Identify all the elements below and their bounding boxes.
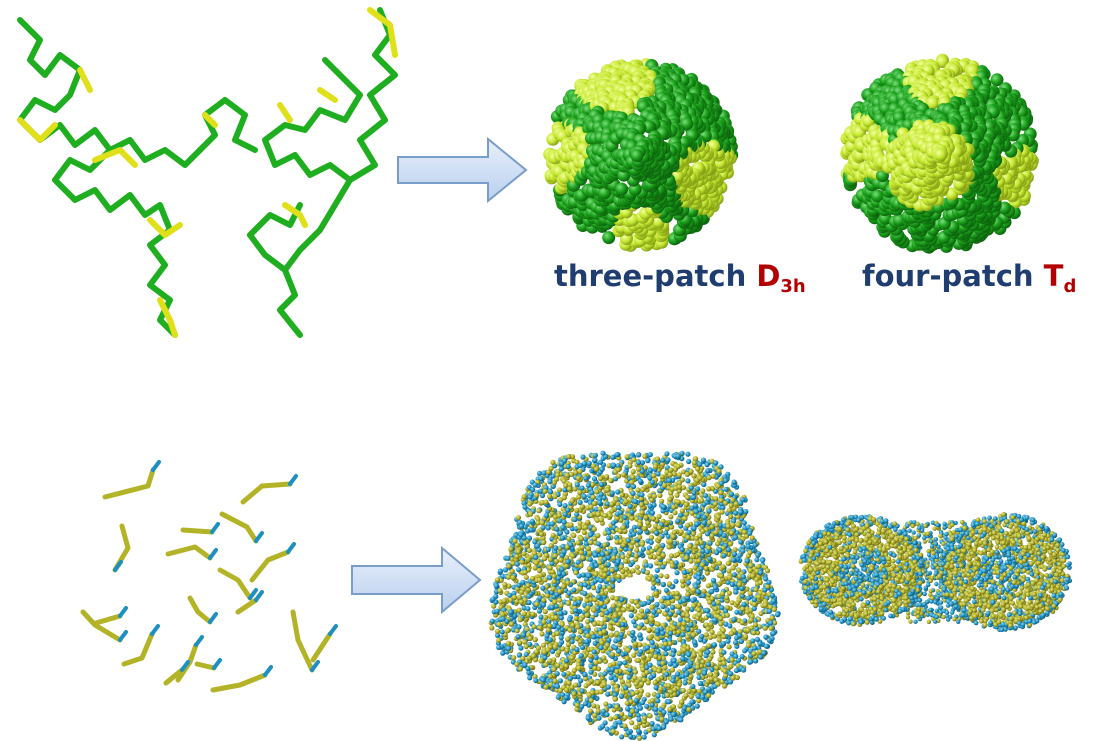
chain-yellow-3 bbox=[92, 147, 138, 168]
chain-yellow-2 bbox=[77, 67, 93, 93]
four-patch-cluster bbox=[840, 53, 1039, 254]
four-patch-symbol: T bbox=[1043, 259, 1064, 293]
torus-assembly bbox=[488, 450, 781, 741]
chain-left-branch bbox=[107, 97, 258, 168]
chain-yellow-7 bbox=[317, 87, 338, 103]
chain-yellow-4 bbox=[147, 217, 183, 238]
chain-right-tail bbox=[247, 202, 303, 273]
chain-yellow-5 bbox=[157, 297, 178, 338]
three-patch-subscript: 3h bbox=[780, 276, 806, 297]
three-patch-text: three-patch bbox=[554, 259, 747, 293]
three-patch-label: three-patch D3h bbox=[554, 262, 806, 296]
chain-right-branch bbox=[262, 57, 363, 183]
chain-left bbox=[17, 17, 178, 338]
four-patch-text: four-patch bbox=[862, 259, 1034, 293]
arrow-bottom bbox=[351, 545, 482, 615]
chain-yellow-8 bbox=[277, 102, 293, 123]
four-patch-subscript: d bbox=[1063, 276, 1077, 297]
chain-yellow-10 bbox=[202, 112, 218, 128]
chain-yellow-1 bbox=[17, 117, 58, 143]
double-vesicle-assembly bbox=[798, 512, 1073, 633]
chain-yellow-6 bbox=[367, 7, 398, 58]
arrow-top bbox=[397, 136, 528, 204]
three-patch-cluster bbox=[543, 58, 739, 252]
chain-right bbox=[277, 7, 398, 338]
four-patch-label: four-patch Td bbox=[862, 262, 1076, 296]
chain-yellow-9 bbox=[282, 202, 308, 228]
protein-chains bbox=[17, 7, 398, 338]
free-rod-molecules bbox=[80, 460, 338, 693]
three-patch-symbol: D bbox=[756, 259, 781, 293]
